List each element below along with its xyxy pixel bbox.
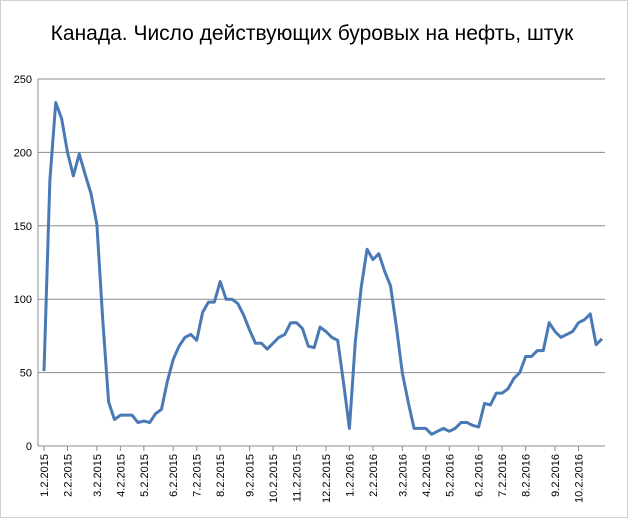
x-tick-label: 8.2.2015 bbox=[215, 454, 227, 497]
x-tick-label: 5.2.2015 bbox=[139, 454, 151, 497]
x-tick-label: 6.2.2015 bbox=[168, 454, 180, 497]
y-tick-label: 250 bbox=[14, 74, 32, 86]
x-tick-label: 9.2.2015 bbox=[245, 454, 257, 497]
x-tick-label: 8.2.2016 bbox=[521, 454, 533, 497]
y-tick-label: 50 bbox=[20, 368, 32, 380]
x-tick-label: 4.2.2015 bbox=[115, 454, 127, 497]
x-tick-label: 4.2.2016 bbox=[421, 454, 433, 497]
y-tick-label: 200 bbox=[14, 147, 32, 159]
x-tick-label: 10.2.2015 bbox=[268, 454, 280, 503]
y-tick-label: 0 bbox=[26, 441, 32, 453]
x-tick-label: 11.2.2015 bbox=[292, 454, 304, 502]
x-tick-label: 6.2.2016 bbox=[474, 454, 486, 497]
x-tick-label: 3.2.2016 bbox=[397, 454, 409, 497]
x-tick-label: 2.2.2016 bbox=[368, 454, 380, 497]
y-tick-label: 100 bbox=[14, 294, 32, 306]
chart-title: Канада. Число действующих буровых на неф… bbox=[51, 22, 574, 45]
x-tick-label: 10.2.2016 bbox=[574, 454, 586, 503]
x-tick-label: 12.2.2015 bbox=[321, 454, 333, 503]
x-tick-label: 1.2.2015 bbox=[39, 454, 51, 497]
x-tick-label: 2.2.2015 bbox=[62, 454, 74, 497]
x-tick-label: 5.2.2016 bbox=[444, 454, 456, 497]
x-tick-label: 1.2.2016 bbox=[344, 454, 356, 497]
y-tick-label: 150 bbox=[14, 221, 32, 233]
x-tick-label: 3.2.2015 bbox=[92, 454, 104, 497]
x-tick-label: 7.2.2015 bbox=[192, 454, 204, 497]
line bbox=[42, 100, 604, 436]
x-tick-label: 7.2.2016 bbox=[497, 454, 509, 497]
x-tick-label: 9.2.2016 bbox=[550, 454, 562, 497]
